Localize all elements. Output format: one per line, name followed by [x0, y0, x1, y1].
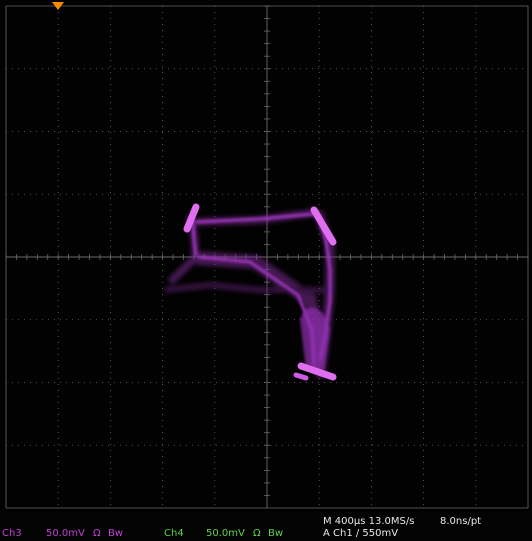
graticule: [5, 5, 529, 509]
ch3-scale: 50.0mV: [46, 528, 85, 539]
trigger-position-marker: [52, 2, 64, 10]
ch3-coupling-icon: Ω: [93, 528, 101, 539]
timebase-readout: M 400μs 13.0MS/s: [323, 516, 415, 527]
ch4-scale: 50.0mV: [206, 528, 245, 539]
ch4-label: Ch4: [164, 528, 184, 539]
ch4-coupling-icon: Ω: [253, 528, 261, 539]
sample-interval-readout: 8.0ns/pt: [440, 516, 482, 527]
xy-trace: [164, 203, 337, 381]
waveform-screen: [5, 5, 529, 509]
ch4-bandwidth-limit: Bw: [268, 528, 284, 539]
ch3-bandwidth-limit: Bw: [108, 528, 124, 539]
trigger-readout: A Ch1 / 550mV: [323, 528, 399, 539]
ch3-label: Ch3: [2, 528, 22, 539]
